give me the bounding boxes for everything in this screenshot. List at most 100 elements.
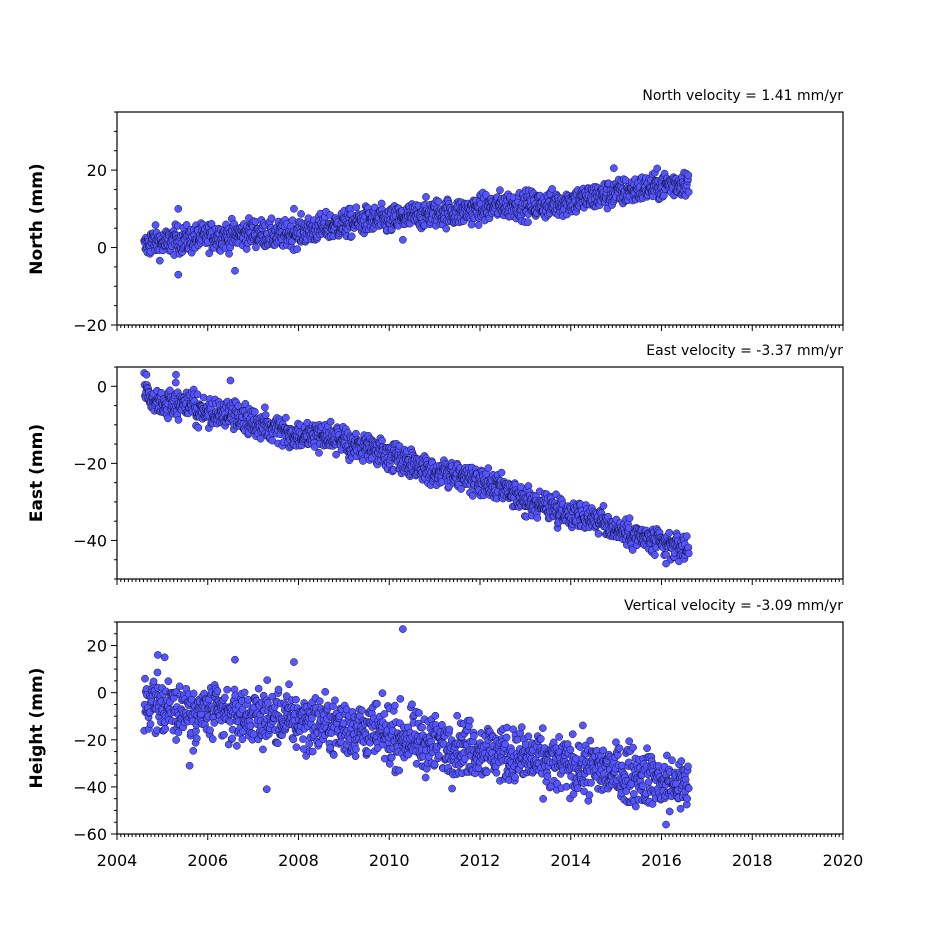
- outlier-point: [172, 370, 180, 379]
- data-point: [524, 732, 533, 741]
- data-point: [442, 224, 451, 233]
- data-point: [351, 752, 360, 761]
- north-y-tick-label: 20: [87, 161, 107, 180]
- data-point: [422, 193, 430, 201]
- data-point: [435, 751, 443, 760]
- data-point: [677, 757, 686, 765]
- data-point: [625, 514, 634, 523]
- data-point: [256, 434, 265, 443]
- data-point: [482, 190, 490, 199]
- data-point: [175, 682, 184, 691]
- outlier-point: [399, 235, 407, 244]
- data-point: [555, 733, 563, 741]
- data-point: [292, 743, 301, 752]
- data-point: [684, 549, 693, 558]
- data-point: [157, 388, 166, 397]
- x-tick-label: 2016: [641, 851, 682, 870]
- data-point: [259, 745, 267, 754]
- data-point: [228, 734, 237, 743]
- data-point: [408, 700, 416, 709]
- height-y-tick-label: 20: [87, 637, 107, 656]
- data-point: [141, 674, 149, 683]
- data-point: [474, 221, 483, 229]
- data-point: [164, 414, 172, 423]
- data-point: [418, 723, 426, 732]
- data-point: [579, 721, 587, 730]
- x-tick-label: 2020: [823, 851, 864, 870]
- data-point: [651, 551, 659, 559]
- data-point: [171, 378, 180, 387]
- data-point: [653, 164, 662, 173]
- outlier-point: [185, 761, 194, 770]
- north-plot-frame: [116, 111, 844, 326]
- data-point: [161, 724, 170, 733]
- data-point: [250, 407, 259, 416]
- data-point: [644, 778, 653, 786]
- data-point: [668, 756, 676, 765]
- data-point: [207, 219, 216, 228]
- vertical-velocity-title: Vertical velocity = -3.09 mm/yr: [624, 598, 843, 614]
- data-point: [149, 677, 158, 686]
- data-point: [599, 501, 608, 510]
- data-point: [246, 722, 255, 730]
- height-y-tick-label: −20: [73, 731, 107, 750]
- x-tick-label: 2010: [369, 851, 410, 870]
- north-y-tick-label: 0: [97, 239, 107, 258]
- data-point: [568, 730, 577, 739]
- data-point: [676, 804, 685, 813]
- data-point: [254, 684, 263, 693]
- outlier-point: [262, 785, 271, 794]
- data-point: [252, 243, 260, 252]
- height-points: [140, 625, 693, 829]
- outlier-point: [231, 655, 239, 664]
- east-y-tick-label: −20: [73, 454, 107, 473]
- outlier-point: [662, 559, 670, 568]
- data-point: [585, 791, 594, 799]
- height-panel: Vertical velocity = -3.09 mm/yr Height (…: [27, 598, 863, 870]
- data-point: [364, 748, 372, 757]
- data-point: [497, 468, 506, 477]
- data-point: [308, 747, 317, 756]
- data-point: [415, 709, 423, 717]
- data-point: [352, 745, 360, 754]
- north-velocity-title: North velocity = 1.41 mm/yr: [642, 88, 843, 104]
- data-point: [492, 768, 501, 777]
- data-point: [153, 668, 162, 677]
- data-point: [373, 699, 381, 708]
- data-point: [293, 245, 302, 253]
- height-y-tick-label: 0: [97, 684, 107, 703]
- data-point: [289, 735, 298, 744]
- data-point: [665, 528, 674, 537]
- data-point: [659, 191, 668, 200]
- data-point: [684, 784, 693, 793]
- x-tick-label: 2008: [278, 851, 319, 870]
- data-point: [543, 772, 552, 781]
- data-point: [629, 743, 637, 752]
- east-velocity-title: East velocity = -3.37 mm/yr: [646, 343, 843, 359]
- height-y-tick-label: −60: [73, 825, 107, 844]
- north-ylabel: North (mm): [27, 163, 47, 274]
- x-tick-label: 2006: [187, 851, 228, 870]
- data-point: [189, 689, 198, 698]
- data-point: [684, 762, 692, 771]
- data-point: [482, 768, 491, 777]
- data-point: [261, 411, 270, 419]
- data-point: [223, 685, 231, 694]
- data-point: [434, 197, 443, 206]
- outlier-point: [226, 376, 235, 385]
- data-point: [502, 733, 511, 742]
- data-point: [453, 711, 461, 720]
- data-point: [466, 716, 474, 725]
- data-point: [213, 687, 222, 695]
- east-panel: East velocity = -3.37 mm/yr East (mm) −4…: [27, 343, 844, 585]
- east-y-tick-label: −40: [73, 531, 107, 550]
- data-point: [665, 807, 674, 816]
- east-points: [140, 369, 693, 568]
- outlier-point: [290, 204, 298, 213]
- data-point: [380, 710, 389, 718]
- data-point: [297, 210, 305, 218]
- data-point: [155, 256, 164, 265]
- data-point: [282, 413, 290, 422]
- data-point: [352, 203, 361, 212]
